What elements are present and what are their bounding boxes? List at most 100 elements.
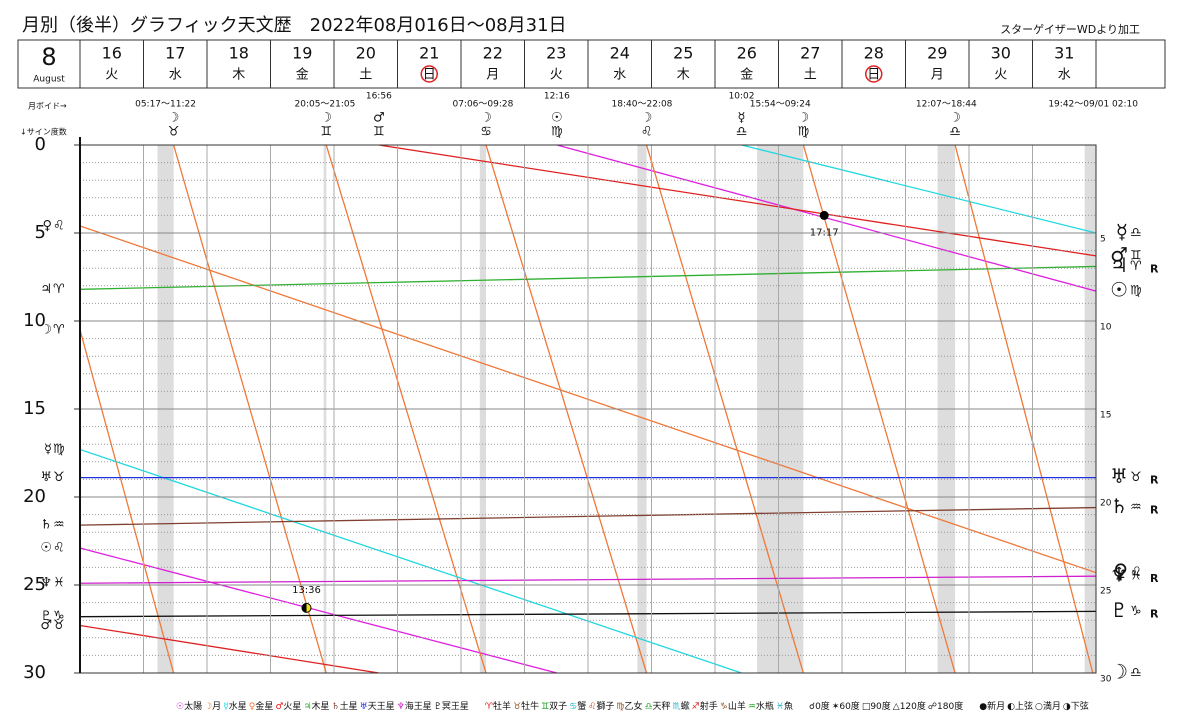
legend-name: 乙女 <box>624 700 642 712</box>
left-planet-symbol: ♀ <box>42 218 52 233</box>
day-label: 21 <box>419 44 439 63</box>
retrograde-mark: R <box>1150 572 1159 585</box>
y-tick-label: 25 <box>23 574 46 595</box>
retrograde-mark: R <box>1150 262 1159 275</box>
legend-symbol: ♋ <box>569 702 577 712</box>
weekday-label: 水 <box>1058 68 1071 83</box>
ingress-time: 10:02 <box>729 92 755 102</box>
phase-time: 17:17 <box>810 227 839 238</box>
ingress-body: ☽ <box>798 111 810 126</box>
legend-name: 下弦 <box>1071 700 1089 712</box>
right-planet-sign: ♑ <box>1130 604 1142 619</box>
ingress-sign: ♌ <box>641 125 653 140</box>
day-label: 29 <box>927 44 947 63</box>
legend-symbol: ● <box>979 702 987 712</box>
new-moon <box>819 210 829 220</box>
left-planet-sign: ♑ <box>53 609 65 624</box>
left-planet-symbol: ♄ <box>40 518 52 533</box>
legend-symbol: ○ <box>1035 702 1043 712</box>
ingress-sign: ♎ <box>736 125 748 140</box>
legend-name: 牡牛 <box>521 700 539 712</box>
day-label: 18 <box>229 44 249 63</box>
left-planet-symbol: ♃ <box>40 282 52 297</box>
day-label: 20 <box>356 44 376 63</box>
legend: ☉太陽 ☽月 ☿水星 ♀金星 ♂火星 ♃木星 ♄土星 ♅天王星 ♆海王星 ♇冥王星 ♈牡羊 ♉牡牛 ♊双… <box>176 700 1089 712</box>
legend-symbol: ♒ <box>748 702 756 712</box>
void-label: 月ボイド→ <box>28 102 67 111</box>
left-planet-sign: ♌ <box>53 218 65 233</box>
legend-symbol: ♎ <box>644 702 652 712</box>
legend-name: 満月 <box>1043 701 1061 712</box>
ingress-sign: ♎ <box>949 125 961 140</box>
day-label: 27 <box>800 44 820 63</box>
ingress-time: 12:16 <box>544 92 570 102</box>
right-planet-sign: ♎ <box>1130 226 1142 241</box>
legend-symbol: □ <box>862 702 871 712</box>
degree-label: ↓サイン度数 <box>20 127 67 137</box>
legend-symbol: ♀ <box>249 702 256 712</box>
legend-name: 牡羊 <box>493 700 511 712</box>
legend-name: 天王星 <box>368 701 395 712</box>
legend-symbol: ♌ <box>588 702 596 712</box>
holiday-circle <box>865 65 883 83</box>
y2-tick-label: 10 <box>1100 323 1112 333</box>
legend-name: 海王星 <box>405 700 432 712</box>
legend-symbol: △ <box>893 702 900 712</box>
weekday-label: 火 <box>994 68 1007 83</box>
legend-name: 0度 <box>815 700 830 712</box>
legend-name: 90度 <box>870 700 890 712</box>
weekday-label: 木 <box>677 68 690 83</box>
left-planet-sign: ♉ <box>53 470 65 485</box>
first-quarter-shade <box>302 603 307 613</box>
right-planet-sign: ♉ <box>1130 470 1142 485</box>
left-planet-symbol: ☿ <box>44 442 52 457</box>
legend-symbol: ♐ <box>692 702 700 712</box>
legend-name: 天秤 <box>653 701 671 712</box>
right-planet-symbol: ♃ <box>1110 253 1128 277</box>
right-planet-symbol: ♇ <box>1110 598 1128 622</box>
day-label: 16 <box>102 44 122 63</box>
right-planet-sign: ♌ <box>1130 565 1142 580</box>
weekday-label: 火 <box>550 68 563 83</box>
right-planet-sign: ♎ <box>1130 666 1142 681</box>
right-planet-symbol: ♅ <box>1110 464 1128 488</box>
legend-symbol: ☽ <box>204 702 212 712</box>
weekday-label: 土 <box>804 68 817 83</box>
legend-name: 太陽 <box>184 700 202 712</box>
legend-symbol: ◐ <box>1007 702 1015 712</box>
weekday-label: 土 <box>359 68 372 83</box>
legend-name: 月 <box>212 701 221 712</box>
y2-tick-label: 20 <box>1100 499 1112 509</box>
void-time: 20:05～21:05 <box>295 100 356 110</box>
planet-line <box>80 145 1096 673</box>
legend-name: 木星 <box>312 700 330 712</box>
legend-symbol: ♇ <box>434 702 442 712</box>
ingress-body: ☽ <box>168 111 180 126</box>
ingress-sign: ♍ <box>551 125 563 140</box>
legend-symbol: ♈ <box>485 702 494 712</box>
phase-time: 13:36 <box>292 585 321 596</box>
day-label: 24 <box>610 44 630 63</box>
legend-symbol: ✶ <box>832 702 840 712</box>
void-time: 05:17～11:22 <box>135 100 196 110</box>
day-label: 31 <box>1054 44 1074 63</box>
month: 8 <box>41 43 56 71</box>
right-planet-sign: ♊ <box>1130 248 1142 263</box>
credit: スターゲイザーWDより加工 <box>1000 23 1140 36</box>
ingress-sign: ♉ <box>168 125 180 140</box>
void-time: 12:07～18:44 <box>916 100 977 110</box>
ingress-body: ☉ <box>551 111 563 126</box>
legend-symbol: ♂ <box>275 702 283 712</box>
legend-symbol: ☿ <box>223 702 229 712</box>
left-planet-sign: ♍ <box>53 442 65 457</box>
day-label: 19 <box>292 44 312 63</box>
legend-symbol: ♉ <box>513 702 521 712</box>
legend-name: 60度 <box>839 700 859 712</box>
right-planet-symbol: ☿ <box>1116 220 1128 244</box>
legend-name: 獅子 <box>596 700 614 712</box>
retrograde-mark: R <box>1150 474 1159 487</box>
left-planet-symbol: ♆ <box>40 576 52 591</box>
weekday-label: 日 <box>867 68 880 83</box>
legend-name: 新月 <box>987 700 1005 712</box>
day-label: 23 <box>546 44 566 63</box>
